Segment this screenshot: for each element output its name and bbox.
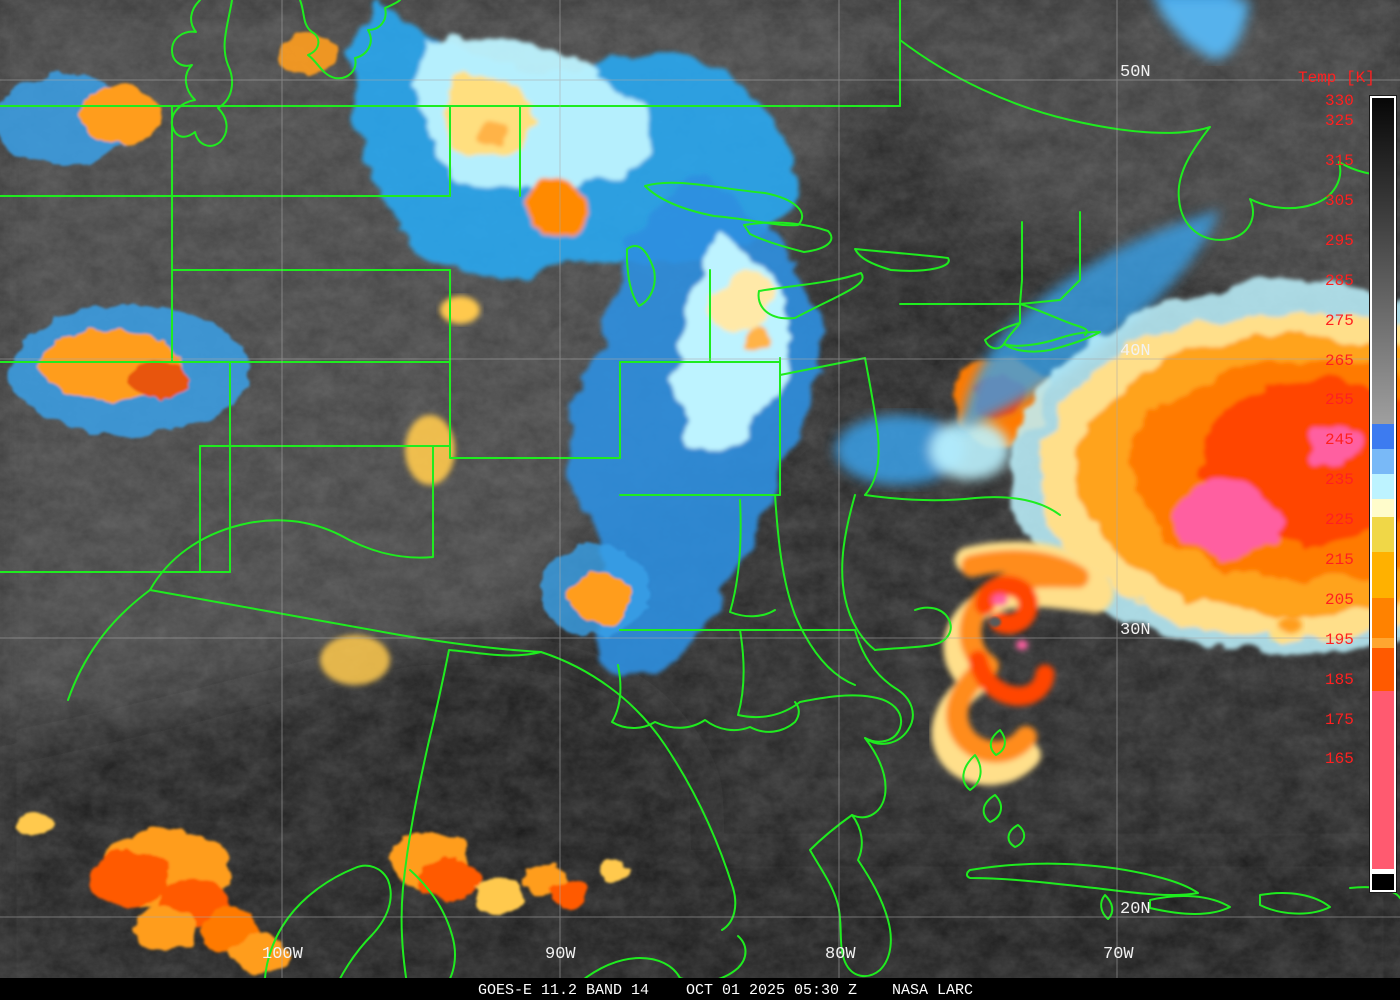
svg-text:GOES-E 11.2 BAND 14: GOES-E 11.2 BAND 14 — [478, 982, 649, 999]
svg-text:NASA LARC: NASA LARC — [892, 982, 973, 999]
svg-text:OCT 01 2025 05:30 Z: OCT 01 2025 05:30 Z — [686, 982, 857, 999]
